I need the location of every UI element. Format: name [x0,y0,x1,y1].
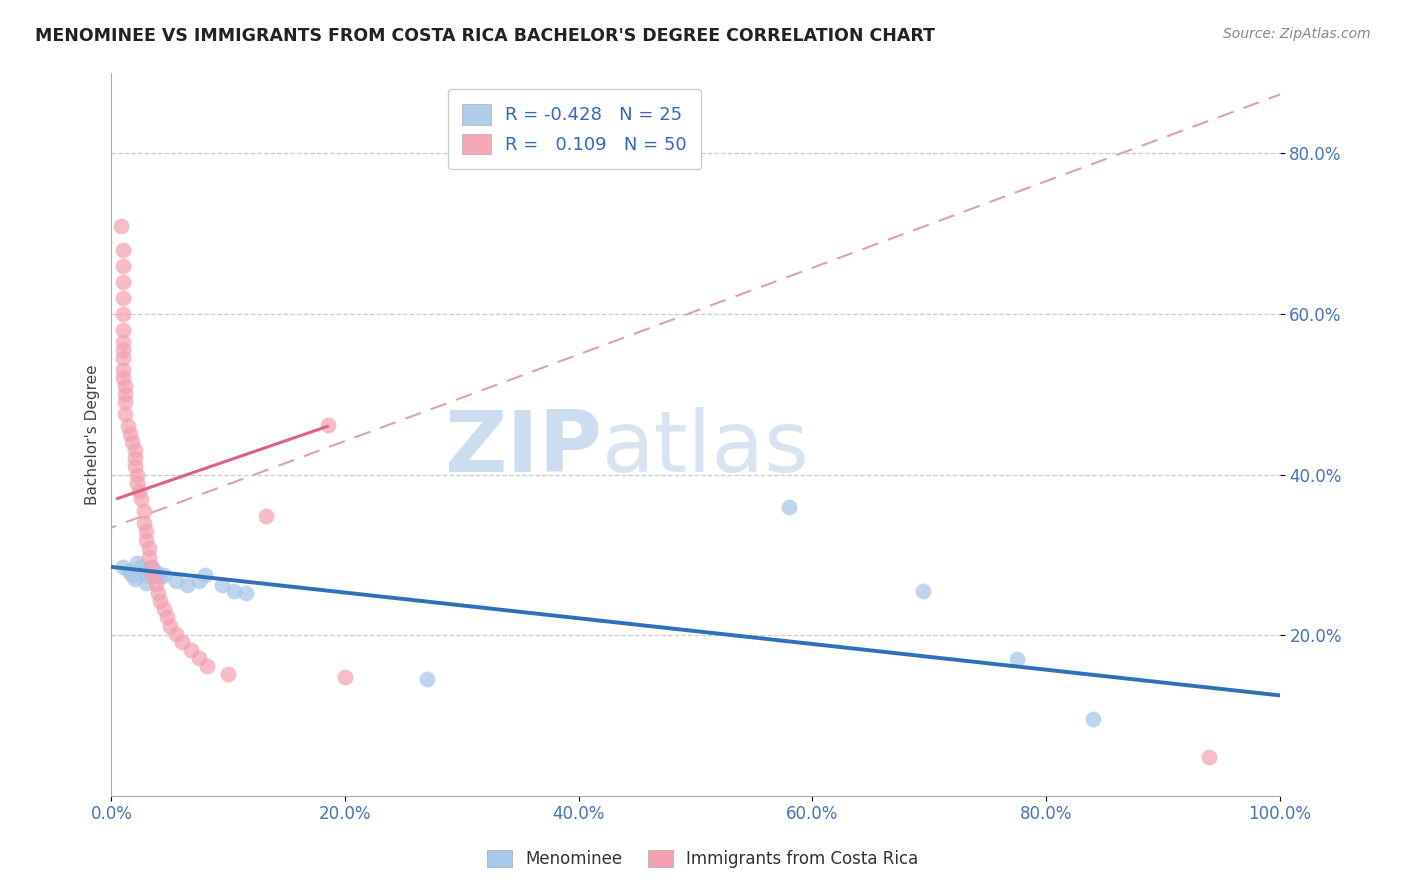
Point [112,291,135,305]
Point [129,491,152,506]
Point [778,500,800,514]
Point [194,568,217,582]
Point [114,395,136,409]
Point [235,586,257,600]
Text: atlas: atlas [602,408,810,491]
Point [135,568,157,582]
Point [112,363,135,377]
Text: MENOMINEE VS IMMIGRANTS FROM COSTA RICA BACHELOR'S DEGREE CORRELATION CHART: MENOMINEE VS IMMIGRANTS FROM COSTA RICA … [35,27,935,45]
Point [112,371,135,385]
Point [112,259,135,273]
Point [114,387,136,401]
Point [135,576,157,591]
Point [149,570,172,584]
Point [112,323,135,337]
Point [165,574,187,588]
Point [118,564,141,578]
Point [124,459,146,474]
Point [124,443,146,458]
Point [149,593,172,607]
Point [112,560,135,574]
Point [128,483,150,498]
Point [127,475,149,490]
Point [145,576,167,591]
Point [156,610,179,624]
Point [333,670,356,684]
Point [114,407,136,421]
Point [138,550,160,565]
Legend: R = -0.428   N = 25, R =   0.109   N = 50: R = -0.428 N = 25, R = 0.109 N = 50 [447,89,702,169]
Point [129,560,152,574]
Text: ZIP: ZIP [444,408,602,491]
Point [134,516,156,530]
Point [124,572,146,586]
Point [112,307,135,321]
Point [153,568,176,582]
Text: Source: ZipAtlas.com: Source: ZipAtlas.com [1223,27,1371,41]
Point [134,564,156,578]
Point [135,524,157,538]
Point [112,334,135,349]
Point [188,574,211,588]
Point [112,343,135,357]
Point [1005,652,1028,666]
Point [135,533,157,548]
Point [120,427,142,442]
Point [188,650,211,665]
Point [1198,750,1220,764]
Point [170,634,193,648]
Point [127,556,149,570]
Point [165,626,187,640]
Point [146,585,169,599]
Point [134,503,156,517]
Point [112,275,135,289]
Point [153,602,176,616]
Point [222,584,245,599]
Point [127,467,149,482]
Point [112,243,135,257]
Point [145,566,167,580]
Point [211,578,233,592]
Point [124,451,146,466]
Point [114,379,136,393]
Point [416,673,439,687]
Point [141,568,163,582]
Point [912,584,935,599]
Point [112,351,135,365]
Point [195,658,218,673]
Point [159,618,181,632]
Point [316,417,339,432]
Point [117,419,139,434]
Point [141,560,163,574]
Point [217,666,239,681]
Point [254,509,277,524]
Point [138,541,160,556]
Point [121,568,143,582]
Point [1081,713,1104,727]
Point [180,642,202,657]
Point [110,219,132,233]
Point [139,560,162,574]
Point [176,577,198,591]
Point [121,435,143,450]
Legend: Menominee, Immigrants from Costa Rica: Menominee, Immigrants from Costa Rica [481,843,925,875]
Y-axis label: Bachelor's Degree: Bachelor's Degree [86,364,100,505]
